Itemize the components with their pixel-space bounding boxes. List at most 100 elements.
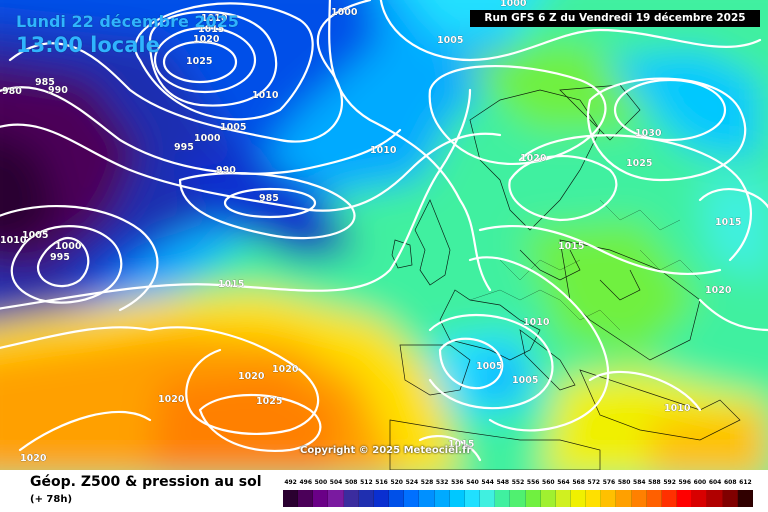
isobar-label: 1020 <box>238 371 265 382</box>
isobar-label: 1010 <box>0 235 27 246</box>
color-scale-value: 592 <box>663 479 676 486</box>
color-scale-labels: 492 496 500 504 508 512 516 520 524 528 532 536 540 5… <box>283 479 753 489</box>
isobar-label: 1010 <box>252 90 279 101</box>
color-swatch <box>631 490 647 507</box>
isobar-label: 1015 <box>715 217 741 228</box>
color-scale-value: 524 <box>405 479 419 486</box>
color-swatch <box>358 490 374 507</box>
isobar-label: 1015 <box>448 439 474 450</box>
color-swatch <box>404 490 420 507</box>
color-swatch <box>495 490 511 507</box>
color-swatch <box>434 490 450 507</box>
color-scale-value: 548 <box>496 479 510 486</box>
color-swatch <box>601 490 617 507</box>
color-scale-value: 492 <box>284 479 297 486</box>
isobar-label: 1010 <box>370 145 397 156</box>
color-swatch <box>677 490 693 507</box>
lead-time: (+ 78h) <box>30 494 73 505</box>
isobars <box>0 0 768 460</box>
color-scale-value: 612 <box>739 479 752 486</box>
color-scale-value: 588 <box>648 479 661 486</box>
color-swatch <box>373 490 390 507</box>
color-swatch <box>313 490 329 507</box>
isobar-label: 985 <box>259 193 279 204</box>
color-swatch <box>464 490 481 507</box>
isobar-label: 1005 <box>437 35 463 46</box>
geopotential-field <box>0 0 768 470</box>
isobar-label: 1000 <box>55 241 82 252</box>
color-swatch <box>570 490 587 507</box>
color-scale-value: 540 <box>466 479 479 486</box>
forecast-time: 13:00 locale <box>16 33 160 57</box>
color-swatch <box>646 490 662 507</box>
color-swatch <box>616 490 632 507</box>
color-scale-value: 604 <box>708 479 722 486</box>
color-scale-value: 508 <box>344 479 358 486</box>
color-scale-value: 580 <box>617 479 631 486</box>
color-scale-value: 596 <box>678 479 692 486</box>
color-scale-value: 572 <box>587 479 601 486</box>
isobar-label: 1005 <box>22 230 48 241</box>
isobar-label: 1015 <box>218 279 244 290</box>
isobar-label: 990 <box>216 165 236 176</box>
isobar-label: 1010 <box>664 403 691 414</box>
isobar-label: 1015 <box>198 24 224 35</box>
color-scale-value: 568 <box>572 479 585 486</box>
isobar-label: 1025 <box>256 396 282 407</box>
isobar-label: 1000 <box>194 133 221 144</box>
isobar-label: 1005 <box>476 361 502 372</box>
isobar-label: 1000 <box>500 0 527 9</box>
color-scale-value: 516 <box>375 479 388 486</box>
isobar-label: 1020 <box>193 34 220 45</box>
color-swatch <box>449 490 465 507</box>
color-scale-legend: 492 496 500 504 508 512 516 520 524 528 532 536 540 5… <box>283 479 753 507</box>
color-swatch <box>722 490 738 507</box>
color-swatch <box>298 490 314 507</box>
color-scale-value: 500 <box>314 479 328 486</box>
isobar-label: 990 <box>48 85 68 96</box>
color-scale-value: 576 <box>602 479 616 486</box>
isobar-labels: 1010 1015 1020 1025 1000 1005 1010 1005 … <box>0 0 742 464</box>
copyright-notice: Copyright © 2025 Meteociel.fr <box>300 445 472 456</box>
color-swatch <box>525 490 541 507</box>
color-scale-value: 536 <box>451 479 464 486</box>
isobar-label: 1020 <box>705 285 732 296</box>
isobar-label: 995 <box>174 142 194 153</box>
isobar-label: 985 <box>35 77 55 88</box>
color-swatch <box>328 490 344 507</box>
color-swatch <box>737 490 753 507</box>
color-scale-value: 560 <box>542 479 555 486</box>
isobar-label: 1020 <box>20 453 47 464</box>
color-scale-value: 608 <box>723 479 737 486</box>
isobar-label: 1025 <box>186 56 212 67</box>
color-swatch <box>661 490 678 507</box>
run-banner: Run GFS 6 Z du Vendredi 19 décembre 2025 <box>470 10 760 27</box>
product-title: Géop. Z500 & pression au sol <box>30 474 262 490</box>
isobar-label: 1025 <box>626 158 652 169</box>
color-swatch <box>707 490 723 507</box>
isobar-label: 1005 <box>512 375 538 386</box>
footer-bar: Géop. Z500 & pression au sol (+ 78h) 492… <box>0 470 768 512</box>
color-swatch <box>555 490 571 507</box>
color-scale-value: 552 <box>511 479 525 486</box>
isobar-label: 1020 <box>272 364 299 375</box>
borders <box>469 199 701 331</box>
isobar-label: 1000 <box>331 7 358 18</box>
isobar-label: 1010 <box>201 13 228 24</box>
color-scale-value: 512 <box>360 479 373 486</box>
color-scale-value: 496 <box>299 479 312 486</box>
isobar-label: 1020 <box>520 153 547 164</box>
isobar-label: 1020 <box>158 394 185 405</box>
forecast-date: Lundi 22 décembre 2025 <box>16 12 239 31</box>
isobar-label: 995 <box>50 252 70 263</box>
isobar-label: 1010 <box>523 317 550 328</box>
isobar-label: 1030 <box>635 128 662 139</box>
color-scale-value: 564 <box>557 479 570 486</box>
forecast-map: 1010 1015 1020 1025 1000 1005 1010 1005 … <box>0 0 768 470</box>
color-scale-value: 528 <box>420 479 434 486</box>
isobar-label: 1015 <box>558 241 584 252</box>
color-swatch <box>419 490 435 507</box>
color-scale-value: 532 <box>435 479 449 486</box>
color-scale-value: 600 <box>693 479 707 486</box>
color-swatch <box>510 490 526 507</box>
